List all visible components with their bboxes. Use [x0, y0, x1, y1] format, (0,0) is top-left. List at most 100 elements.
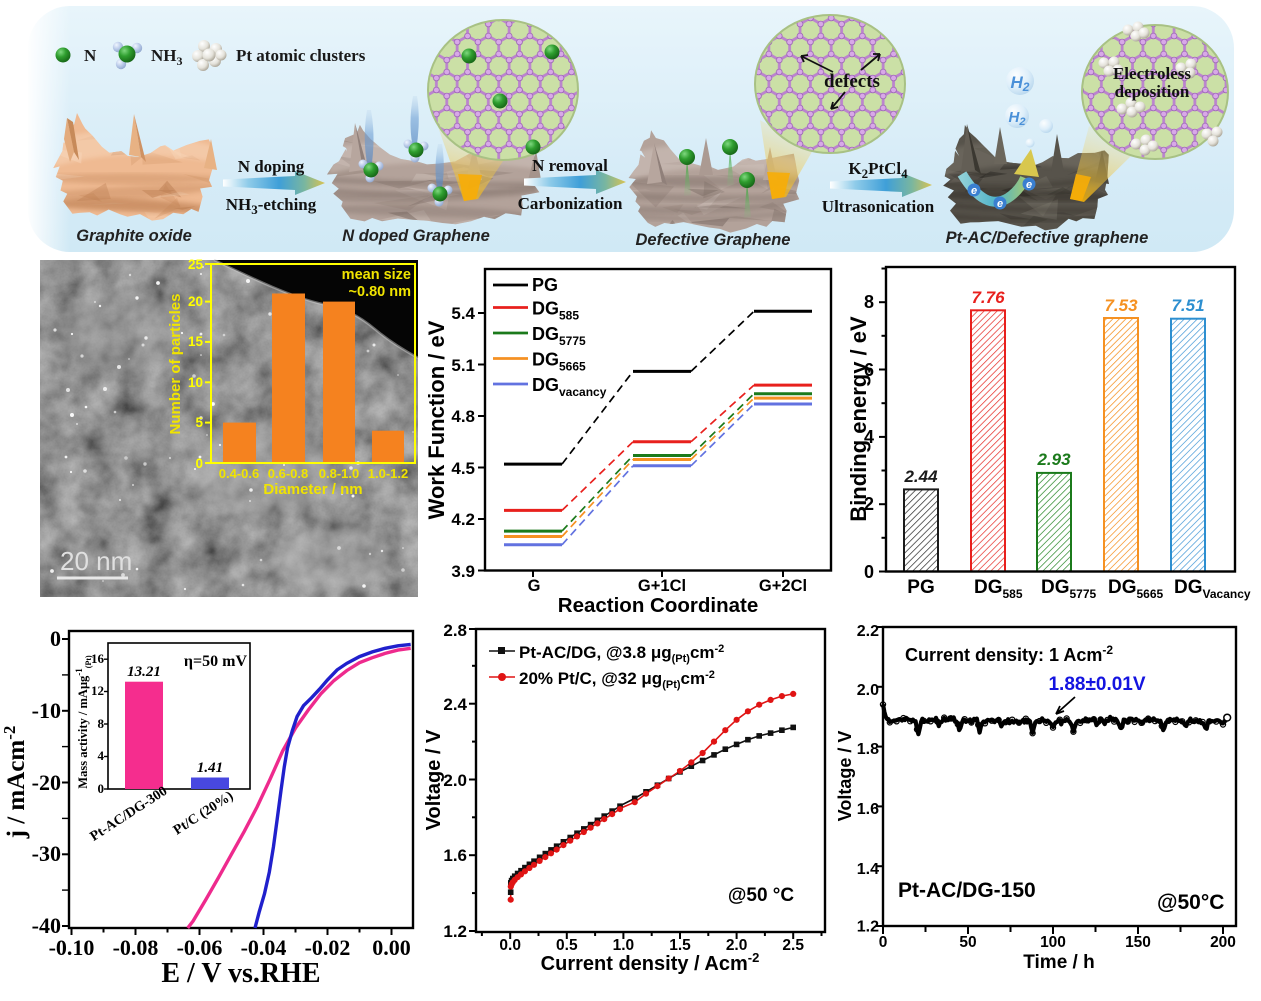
svg-text:1.2: 1.2: [443, 922, 467, 941]
svg-text:-30: -30: [32, 841, 61, 866]
svg-text:Mass activity / mAμg-1(Pt): Mass activity / mAμg-1(Pt): [74, 655, 93, 789]
svg-text:N removal: N removal: [532, 156, 608, 175]
svg-text:0: 0: [195, 456, 203, 471]
svg-text:Ultrasonication: Ultrasonication: [822, 197, 935, 216]
svg-text:-10: -10: [32, 698, 61, 723]
svg-text:N doping: N doping: [238, 157, 305, 176]
svg-text:3.9: 3.9: [451, 562, 475, 581]
svg-text:NH3-etching: NH3-etching: [226, 195, 317, 217]
svg-text:7.51: 7.51: [1171, 296, 1204, 315]
svg-text:200: 200: [1210, 934, 1236, 951]
svg-text:2: 2: [864, 494, 874, 514]
svg-text:25: 25: [188, 257, 204, 272]
svg-text:η=50 mV: η=50 mV: [184, 653, 248, 670]
svg-text:-0.06: -0.06: [177, 935, 223, 960]
svg-text:7.76: 7.76: [971, 288, 1005, 307]
svg-text:G+2Cl: G+2Cl: [759, 577, 807, 595]
svg-text:0: 0: [50, 626, 61, 651]
svg-text:Voltage / V: Voltage / V: [423, 729, 445, 830]
svg-text:-20: -20: [32, 770, 61, 795]
svg-text:0.00: 0.00: [372, 935, 411, 960]
svg-text:-0.08: -0.08: [113, 935, 159, 960]
svg-text:5.1: 5.1: [451, 356, 475, 375]
svg-text:Pt atomic clusters: Pt atomic clusters: [236, 46, 366, 65]
svg-text:1.0: 1.0: [613, 937, 635, 954]
svg-text:2.8: 2.8: [443, 621, 467, 640]
svg-text:0.8-1.0: 0.8-1.0: [319, 466, 359, 481]
svg-text:-40: -40: [32, 913, 61, 938]
svg-text:Pt-AC/DG, @3.8 μg(Pt)cm-2: Pt-AC/DG, @3.8 μg(Pt)cm-2: [519, 643, 724, 665]
svg-text:K2PtCl4: K2PtCl4: [848, 159, 908, 181]
svg-text:8: 8: [98, 716, 105, 731]
svg-text:Current density / Acm-2: Current density / Acm-2: [541, 950, 760, 975]
svg-text:0.4-0.6: 0.4-0.6: [219, 466, 259, 481]
svg-text:Current density: 1 Acm-2: Current density: 1 Acm-2: [905, 643, 1113, 665]
svg-text:-0.04: -0.04: [241, 935, 287, 960]
svg-text:e: e: [1026, 179, 1032, 191]
svg-text:7.53: 7.53: [1104, 296, 1138, 315]
svg-text:2.0: 2.0: [443, 771, 467, 790]
svg-text:20 nm: 20 nm: [60, 546, 132, 576]
svg-text:-0.02: -0.02: [305, 935, 351, 960]
svg-text:e: e: [971, 185, 977, 197]
svg-text:defects: defects: [824, 71, 880, 92]
svg-text:0.5: 0.5: [556, 937, 578, 954]
svg-text:5.4: 5.4: [451, 304, 475, 323]
svg-text:1.88±0.01V: 1.88±0.01V: [1048, 674, 1145, 695]
svg-text:N: N: [84, 46, 97, 65]
svg-text:1.6: 1.6: [443, 846, 467, 865]
svg-text:Electroless: Electroless: [1113, 64, 1191, 83]
svg-text:1.41: 1.41: [197, 760, 223, 776]
svg-text:Carbonization: Carbonization: [518, 194, 623, 213]
svg-text:10: 10: [188, 375, 203, 390]
svg-text:Defective Graphene: Defective Graphene: [636, 231, 791, 249]
svg-text:4.5: 4.5: [451, 459, 475, 478]
svg-text:Reaction Coordinate: Reaction Coordinate: [558, 594, 758, 617]
svg-text:2.44: 2.44: [903, 467, 938, 486]
svg-text:e: e: [997, 198, 1003, 210]
svg-text:2.0: 2.0: [726, 937, 748, 954]
svg-text:Work Function / eV: Work Function / eV: [424, 320, 449, 519]
svg-text:0.0: 0.0: [499, 937, 521, 954]
svg-text:PG: PG: [532, 275, 558, 295]
svg-text:2.0: 2.0: [857, 682, 879, 699]
svg-text:1.5: 1.5: [669, 937, 691, 954]
svg-text:4: 4: [864, 427, 874, 447]
svg-text:1.2: 1.2: [857, 919, 879, 936]
svg-text:NH3: NH3: [151, 46, 183, 68]
svg-text:2.5: 2.5: [782, 937, 804, 954]
svg-text:1.6: 1.6: [857, 801, 879, 818]
svg-text:6: 6: [864, 360, 874, 380]
svg-text:2.4: 2.4: [443, 695, 467, 714]
svg-text:16: 16: [91, 651, 105, 666]
svg-text:1.4: 1.4: [857, 861, 879, 878]
svg-text:50: 50: [959, 934, 976, 951]
svg-text:N doped Graphene: N doped Graphene: [342, 227, 490, 245]
svg-text:G+1Cl: G+1Cl: [638, 577, 686, 595]
svg-text:Graphite oxide: Graphite oxide: [76, 227, 192, 245]
svg-text:100: 100: [1040, 934, 1066, 951]
svg-text:0: 0: [98, 781, 105, 796]
svg-text:5: 5: [195, 415, 203, 430]
svg-text:Time / h: Time / h: [1023, 952, 1094, 973]
svg-text:E / V vs.RHE: E / V vs.RHE: [161, 958, 320, 989]
svg-text:@50°C: @50°C: [1157, 891, 1224, 914]
svg-text:Voltage / V: Voltage / V: [835, 731, 855, 822]
svg-text:4: 4: [98, 748, 105, 763]
svg-text:0: 0: [864, 562, 874, 582]
svg-text:1.0-1.2: 1.0-1.2: [368, 466, 408, 481]
svg-text:Number of particles: Number of particles: [167, 294, 184, 435]
svg-text:@50 °C: @50 °C: [728, 885, 795, 906]
svg-text:12: 12: [91, 683, 104, 698]
svg-text:PG: PG: [907, 577, 934, 598]
svg-text:~0.80 nm: ~0.80 nm: [349, 284, 411, 300]
svg-text:0.6-0.8: 0.6-0.8: [268, 466, 308, 481]
svg-text:Diameter / nm: Diameter / nm: [263, 481, 362, 498]
svg-text:4.2: 4.2: [451, 510, 475, 529]
svg-text:-0.10: -0.10: [49, 935, 95, 960]
svg-text:20: 20: [188, 294, 203, 309]
svg-text:mean size: mean size: [342, 267, 411, 283]
svg-text:Binding energy / eV: Binding energy / eV: [846, 316, 871, 522]
svg-text:j / mAcm-2: j / mAcm-2: [0, 726, 30, 840]
svg-text:DG5775: DG5775: [1041, 577, 1097, 601]
